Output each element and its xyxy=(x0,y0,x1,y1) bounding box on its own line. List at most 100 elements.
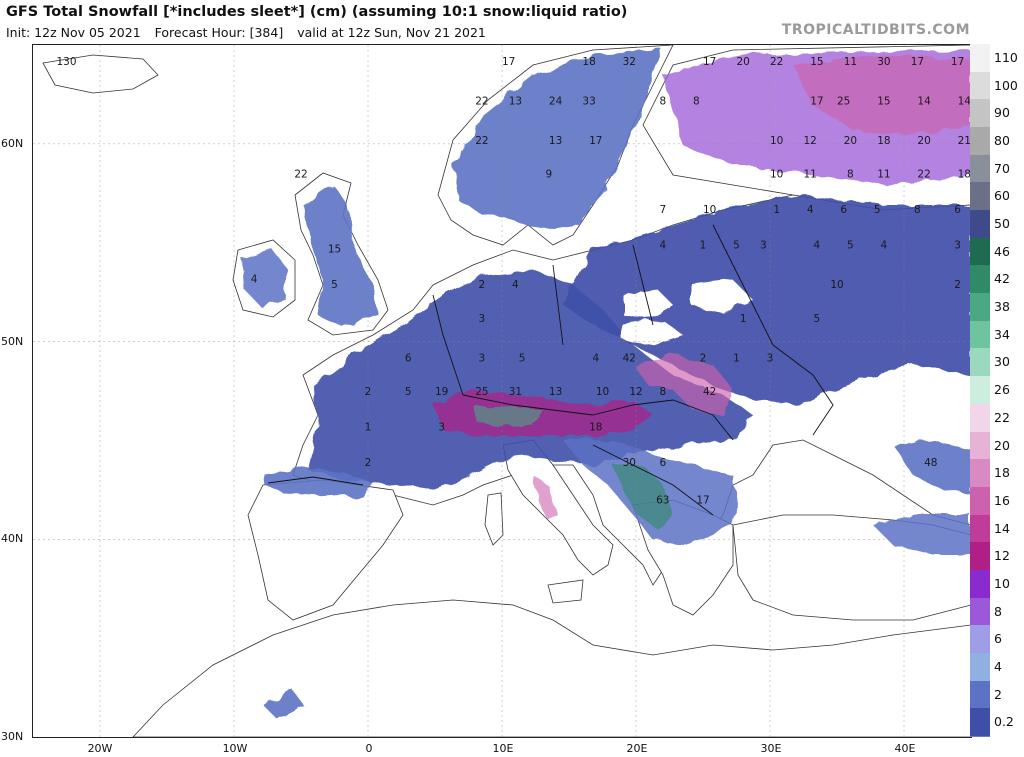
colorbar-entry: 14 xyxy=(970,514,1024,544)
snow-finland-pink xyxy=(793,55,971,135)
colorbar-entry: 110 xyxy=(970,44,1024,73)
land-italy xyxy=(502,439,614,576)
colorbar-entry: 30 xyxy=(970,348,1024,378)
snowfall-value-label: 22 xyxy=(770,56,783,68)
snowfall-value-label: 22 xyxy=(917,168,930,180)
snowfall-value-label: 8 xyxy=(693,95,700,107)
snowfall-value-label: 10 xyxy=(770,135,783,147)
border-poland-belarus xyxy=(632,244,654,326)
colorbar-label: 60 xyxy=(994,188,1010,204)
lon-label: 20W xyxy=(87,742,113,755)
snowfall-value-label: 15 xyxy=(877,95,890,107)
map-title: GFS Total Snowfall [*includes sleet*] (c… xyxy=(6,4,628,20)
colorbar-label: 22 xyxy=(994,409,1010,425)
colorbar-entry: 20 xyxy=(970,431,1024,461)
snow-gap-3 xyxy=(623,320,683,345)
snow-base-east xyxy=(563,195,971,405)
colorbar-label: 38 xyxy=(994,299,1010,315)
colorbar-label: 4 xyxy=(994,658,1002,674)
land-sicily xyxy=(547,579,584,604)
colorbar-label: 10 xyxy=(994,575,1010,591)
snowfall-value-label: 12 xyxy=(804,135,817,147)
snow-alps xyxy=(433,390,653,437)
snowfall-value-label: 11 xyxy=(877,168,890,180)
snowfall-value-label: 6 xyxy=(954,204,961,216)
snowfall-value-label: 5 xyxy=(874,204,881,216)
snowfall-value-label: 2 xyxy=(700,352,707,364)
colorbar-label: 26 xyxy=(994,382,1010,398)
colorbar-entry: 6 xyxy=(970,625,1024,654)
snowfall-value-label: 25 xyxy=(837,95,850,107)
snow-uk xyxy=(303,185,378,327)
snowfall-value-label: 15 xyxy=(810,56,823,68)
colorbar-label: 70 xyxy=(994,160,1010,176)
snowfall-value-label: 31 xyxy=(509,386,522,398)
colorbar-entry: 0.2 xyxy=(970,708,1024,737)
snowfall-value-label: 4 xyxy=(807,204,814,216)
land-sardinia xyxy=(484,492,504,546)
colorbar-label: 46 xyxy=(994,243,1010,259)
snowfall-value-label: 63 xyxy=(656,495,669,507)
snow-carpathians xyxy=(633,355,733,415)
snow-central-europe xyxy=(308,270,753,490)
lon-label: 40E xyxy=(894,742,916,755)
snowfall-value-label: 4 xyxy=(592,352,599,364)
snow-ireland xyxy=(243,250,288,307)
colorbar-swatch xyxy=(970,403,990,433)
snowfall-value-label: 22 xyxy=(475,135,488,147)
snowfall-value-label: 17 xyxy=(951,56,964,68)
lat-label: 60N xyxy=(1,137,24,150)
colorbar-label: 90 xyxy=(994,105,1010,121)
snowfall-value-label: 130 xyxy=(56,56,76,68)
colorbar-entry: 2 xyxy=(970,680,1024,710)
colorbar-swatch xyxy=(970,348,990,378)
snowfall-value-label: 2 xyxy=(365,386,372,398)
snowfall-value-label: 2 xyxy=(479,279,486,291)
colorbar-entry: 42 xyxy=(970,265,1024,295)
snow-alps-green xyxy=(473,405,543,427)
borders-layer xyxy=(267,224,834,516)
colorbar-swatch xyxy=(970,320,990,350)
snowfall-value-label: 1 xyxy=(740,313,747,325)
snowfall-value-label: 17 xyxy=(589,135,602,147)
lat-label: 30N xyxy=(1,730,24,743)
colorbar-label: 6 xyxy=(994,631,1002,647)
snowfall-value-label: 6 xyxy=(405,352,412,364)
snowfall-value-label: 33 xyxy=(582,95,595,107)
snow-gap-2 xyxy=(693,280,753,313)
colorbar-swatch xyxy=(970,652,990,682)
border-france-germany xyxy=(432,294,464,396)
colorbar-label: 80 xyxy=(994,133,1010,149)
colorbar-entry: 80 xyxy=(970,127,1024,156)
snowfall-value-label: 4 xyxy=(881,240,888,252)
snowfall-value-label: 17 xyxy=(502,56,515,68)
colorbar-label: 110 xyxy=(994,50,1018,65)
snowfall-value-label: 8 xyxy=(914,204,921,216)
snowfall-value-label: 4 xyxy=(512,279,519,291)
snow-caucasus xyxy=(893,440,971,495)
snowfall-value-label: 3 xyxy=(760,240,767,252)
colorbar-swatch xyxy=(970,625,990,654)
snowfall-value-label: 19 xyxy=(435,386,448,398)
snowfall-value-label: 6 xyxy=(840,204,847,216)
init-time: Init: 12z Nov 05 2021 xyxy=(6,25,141,40)
colorbar-entry: 38 xyxy=(970,293,1024,322)
snowfall-value-label: 17 xyxy=(696,495,709,507)
snowfall-value-label: 30 xyxy=(877,56,890,68)
colorbar-label: 20 xyxy=(994,437,1010,453)
snowfall-value-label: 9 xyxy=(546,168,553,180)
snowfall-value-label: 18 xyxy=(582,56,595,68)
colorbar-swatch xyxy=(970,680,990,710)
colorbar-entry: 90 xyxy=(970,99,1024,129)
forecast-info: Init: 12z Nov 05 2021 Forecast Hour: [38… xyxy=(6,25,496,40)
colorbar-swatch xyxy=(970,486,990,516)
colorbar-swatch xyxy=(970,237,990,267)
snow-pyrenees xyxy=(263,467,373,497)
colorbar-label: 12 xyxy=(994,548,1010,564)
colorbar-entry: 70 xyxy=(970,154,1024,184)
colorbar-label: 14 xyxy=(994,520,1010,536)
lat-label: 50N xyxy=(1,335,24,348)
colorbar-entry: 46 xyxy=(970,237,1024,267)
